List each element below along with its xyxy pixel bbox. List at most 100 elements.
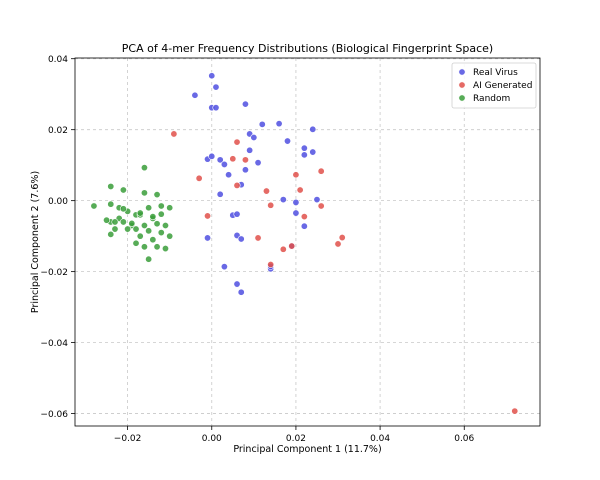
real-virus-point <box>208 72 216 80</box>
ticks-layer: −0.02 0.00 0.02 0.04 0.06 −0.06 −0.04 −0.02 0.00… <box>40 55 474 444</box>
random-point <box>153 191 161 199</box>
ai-generated-point <box>233 181 241 189</box>
ai-generated-point <box>334 240 342 248</box>
real-virus-point <box>300 144 308 152</box>
real-virus-point <box>241 166 249 174</box>
ai-generated-point <box>288 242 296 250</box>
real-virus-point <box>292 209 300 217</box>
real-virus-point <box>309 148 317 156</box>
random-point <box>132 239 140 247</box>
real-virus-point <box>237 288 245 296</box>
legend-marker-ai-generated <box>458 81 466 89</box>
ai-generated-point <box>317 167 325 175</box>
legend-label-random: Random <box>473 94 510 104</box>
random-point <box>124 225 132 233</box>
real-virus-point <box>233 280 241 288</box>
chart-title: PCA of 4-mer Frequency Distributions (Bi… <box>122 42 493 55</box>
random-point <box>149 236 157 244</box>
points-layer <box>90 72 519 415</box>
ai-generated-point <box>241 156 249 164</box>
x-tick-label: 0.02 <box>286 434 306 444</box>
random-point <box>145 255 153 263</box>
random-point <box>140 221 148 229</box>
random-point <box>153 243 161 251</box>
real-virus-point <box>279 196 287 204</box>
ai-generated-point <box>204 212 212 220</box>
legend: Real Virus AI Generated Random <box>451 62 537 109</box>
real-virus-point <box>208 152 216 160</box>
real-virus-point <box>212 104 220 112</box>
random-point <box>161 245 169 253</box>
ai-generated-point <box>254 234 262 242</box>
real-virus-point <box>233 210 241 218</box>
legend-marker-real-virus <box>458 68 466 76</box>
random-point <box>119 218 127 226</box>
ai-generated-point <box>267 201 275 209</box>
ai-generated-point <box>511 407 519 415</box>
real-virus-point <box>300 151 308 159</box>
random-point <box>107 200 115 208</box>
ai-generated-point <box>267 261 275 269</box>
y-tick-label: 0.04 <box>48 55 68 65</box>
real-virus-point <box>284 137 292 145</box>
random-point <box>107 230 115 238</box>
random-point <box>157 229 165 237</box>
ai-generated-point <box>233 138 241 146</box>
real-virus-point <box>250 133 258 141</box>
ai-generated-point <box>195 174 203 182</box>
real-virus-point <box>212 83 220 91</box>
real-virus-point <box>309 125 317 133</box>
y-tick-label: 0.02 <box>48 126 68 136</box>
real-virus-point <box>225 171 233 179</box>
ai-generated-point <box>279 245 287 253</box>
real-virus-point <box>220 160 228 168</box>
random-point <box>90 202 98 210</box>
real-virus-point <box>258 120 266 128</box>
random-point <box>161 221 169 229</box>
random-point <box>119 186 127 194</box>
real-virus-point <box>216 190 224 198</box>
x-tick-label: 0.04 <box>370 434 390 444</box>
y-tick-label: −0.02 <box>40 268 68 278</box>
y-tick-label: −0.04 <box>40 339 68 349</box>
real-virus-point <box>216 156 224 164</box>
real-virus-point <box>237 235 245 243</box>
random-point <box>166 232 174 240</box>
random-point <box>157 210 165 218</box>
real-virus-point <box>241 100 249 108</box>
random-point <box>136 232 144 240</box>
ai-generated-point <box>300 213 308 221</box>
x-tick-label: 0.06 <box>454 434 474 444</box>
random-point <box>157 202 165 210</box>
x-tick-label: 0.00 <box>202 434 222 444</box>
ai-generated-point <box>296 186 304 194</box>
real-virus-point <box>204 234 212 242</box>
x-axis-title: Principal Component 1 (11.7%) <box>233 444 381 455</box>
random-point <box>153 220 161 228</box>
y-tick-label: −0.06 <box>40 410 68 420</box>
random-point <box>140 189 148 197</box>
legend-label-ai-generated: AI Generated <box>473 81 532 91</box>
legend-label-real-virus: Real Virus <box>473 68 518 78</box>
real-virus-point <box>220 263 228 271</box>
ai-generated-point <box>338 234 346 242</box>
real-virus-point <box>300 222 308 230</box>
real-virus-point <box>313 196 321 204</box>
real-virus-point <box>254 159 262 167</box>
plot-frame <box>74 57 541 427</box>
grid-layer <box>75 58 540 426</box>
random-point <box>140 164 148 172</box>
random-point <box>140 243 148 251</box>
random-point <box>111 218 119 226</box>
ai-generated-point <box>262 187 270 195</box>
random-point <box>149 213 157 221</box>
real-virus-point <box>191 91 199 99</box>
random-point <box>136 209 144 217</box>
ai-generated-point <box>317 202 325 210</box>
legend-box <box>451 62 537 109</box>
real-virus-point <box>292 198 300 206</box>
ai-generated-point <box>292 171 300 179</box>
random-point <box>128 219 136 227</box>
ai-generated-point <box>229 155 237 163</box>
